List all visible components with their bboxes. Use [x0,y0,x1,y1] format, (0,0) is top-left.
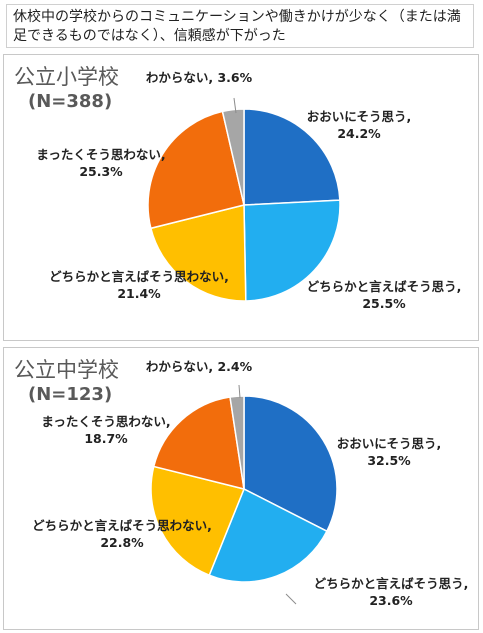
pie-slice-strongly-agree [243,395,338,533]
data-label-name-somewhat-agree: どちらかと言えばそう思う, [314,576,469,591]
pie-chart-junior-high: おおいにそう思う, 32.5% どちらかと言えばそう思う, 23.6% どちらかと言えば… [32,359,469,608]
data-label-value-strongly-agree: 32.5% [367,453,411,468]
data-label-value-somewhat-agree: 23.6% [369,593,413,608]
chart-panel-elementary: 公立小学校 (N=388) おおいにそう思う, 24.2% どちらかと言えばそう思う… [3,54,479,341]
data-label-name-strongly-disagree: まったくそう思わない, [36,147,165,162]
pie-slice-dont-know [221,108,245,206]
pie-slice-somewhat-agree [208,487,328,583]
data-label-name-strongly-agree: おおいにそう思う, [307,109,412,124]
leader-line [285,593,297,605]
pie-slice-dont-know [229,395,245,490]
data-label-name-somewhat-agree: どちらかと言えばそう思う, [307,279,462,294]
data-label-name-strongly-disagree: まったくそう思わない, [41,414,170,429]
data-label-value-strongly-disagree: 18.7% [84,431,128,446]
data-label-value-somewhat-agree: 25.5% [362,296,406,311]
chart-title-junior-high: 公立中学校 [14,358,119,382]
data-label-value-somewhat-disagree: 22.8% [100,535,144,550]
sample-size-junior-high: (N=123) [28,384,113,405]
data-label-name-strongly-agree: おおいにそう思う, [337,436,442,451]
data-label-name-somewhat-disagree: どちらかと言えばそう思わない, [49,269,229,284]
leader-line [233,97,237,114]
chart-title-elementary: 公立小学校 [14,65,119,89]
pie-slice-strongly-disagree [147,110,245,230]
data-label-value-somewhat-disagree: 21.4% [117,286,161,301]
pie-slice-somewhat-disagree [149,204,247,302]
pie-slice-strongly-disagree [152,396,245,491]
data-label-name-somewhat-disagree: どちらかと言えばそう思わない, [32,518,212,533]
data-label-value-strongly-disagree: 25.3% [79,164,123,179]
pie-slice-strongly-agree [243,108,341,206]
chart-title: 休校中の学校からのコミュニケーションや働きかけが少なく（または満足できるものでは… [6,4,474,48]
data-label-dont-know: わからない, 2.4% [146,359,253,374]
chart-panel-junior-high: 公立中学校 (N=123) おおいにそう思う, 32.5% どちらかと言えばそう思う… [3,347,479,630]
sample-size-elementary: (N=388) [28,91,113,112]
data-label-dont-know: わからない, 3.6% [146,70,253,85]
pie-chart-elementary: おおいにそう思う, 24.2% どちらかと言えばそう思う, 25.5% どちらかと言えば… [36,70,462,311]
pie-slice-somewhat-agree [243,199,341,302]
leader-line [238,384,241,399]
pie-slice-somewhat-disagree [150,465,246,577]
data-label-value-strongly-agree: 24.2% [337,126,381,141]
